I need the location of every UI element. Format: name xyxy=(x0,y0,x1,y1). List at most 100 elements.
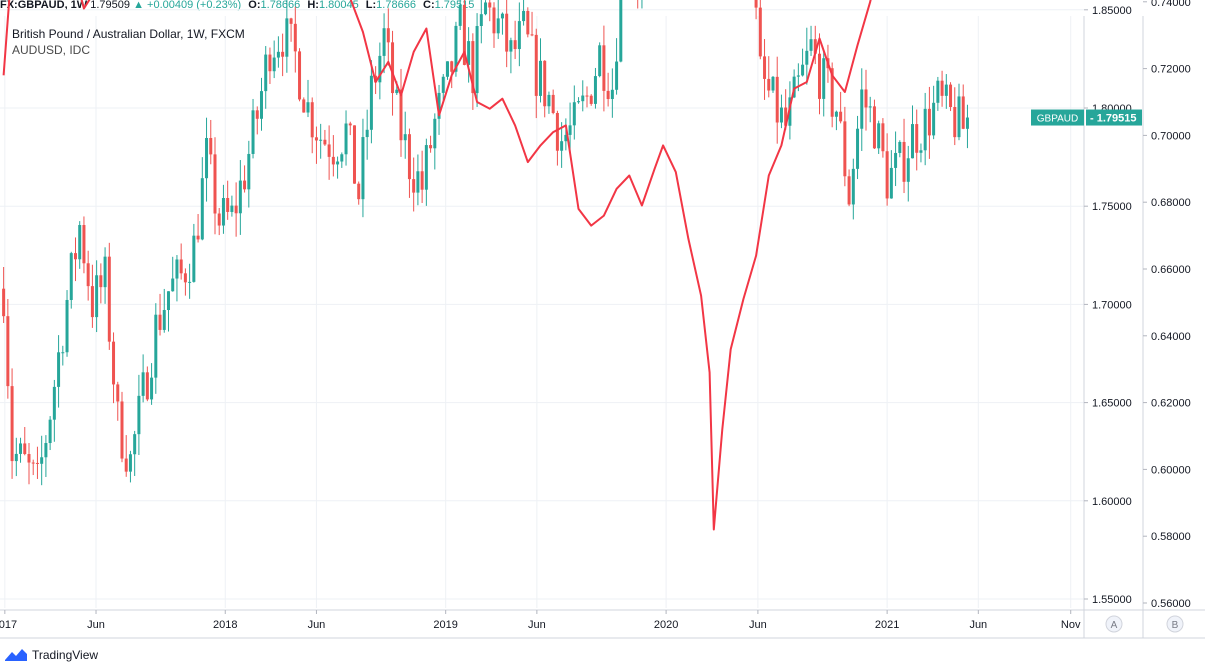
candle-up xyxy=(78,225,82,260)
candle-up xyxy=(500,13,504,19)
candle-up xyxy=(344,123,348,155)
candle-up xyxy=(238,180,242,214)
candle-up xyxy=(923,108,927,151)
change-up-icon: ▲ xyxy=(133,0,144,11)
candle-down xyxy=(391,42,395,94)
main-series-legend[interactable]: British Pound / Australian Dollar, 1W, F… xyxy=(12,27,245,41)
axis-auto-button-circle[interactable] xyxy=(1105,615,1123,633)
compare-series-legend[interactable]: AUDUSD, IDC xyxy=(12,43,91,57)
candle-up xyxy=(919,150,923,153)
candle-down xyxy=(331,156,335,165)
candle-up xyxy=(48,419,52,444)
candle-up xyxy=(615,61,619,90)
candle-down xyxy=(327,144,331,157)
candle-up xyxy=(581,95,585,102)
candle-up xyxy=(150,377,154,400)
candle-down xyxy=(961,96,965,129)
candle-down xyxy=(530,34,534,36)
candle-up xyxy=(619,0,623,62)
candle-up xyxy=(894,152,898,168)
candle-down xyxy=(513,40,517,50)
candle-down xyxy=(158,314,162,330)
candle-up xyxy=(378,55,382,83)
candle-up xyxy=(61,352,65,354)
candle-down xyxy=(23,443,27,455)
axis-b-button-circle[interactable] xyxy=(1166,615,1184,633)
candle-down xyxy=(429,145,433,149)
candle-down xyxy=(27,454,31,463)
chart-legend: British Pound / Australian Dollar, 1W, F… xyxy=(12,26,245,58)
candle-down xyxy=(213,154,217,214)
candle-down xyxy=(99,275,103,288)
candle-up xyxy=(175,259,179,279)
left-axis-tick-label: 1.75000 xyxy=(1092,201,1132,213)
candle-up xyxy=(538,60,542,96)
candle-down xyxy=(817,53,821,99)
candle-up xyxy=(479,14,483,27)
candle-up xyxy=(171,278,175,292)
axis-auto-button[interactable]: A xyxy=(1111,620,1118,631)
candle-up xyxy=(598,45,602,77)
gbpaud-price-label: - 1.79515 xyxy=(1090,113,1136,125)
candle-up xyxy=(433,118,437,149)
left-axis-tick-label: 1.70000 xyxy=(1092,299,1132,311)
candle-up xyxy=(851,168,855,205)
candle-down xyxy=(348,123,352,126)
symbol-name[interactable]: FX:GBPAUD, 1W xyxy=(0,0,88,11)
time-axis-tick-label: 2017 xyxy=(0,619,17,631)
right-axis-tick-label: 0.64000 xyxy=(1151,331,1191,343)
candle-down xyxy=(602,45,606,91)
axis-b-button[interactable]: B xyxy=(1172,620,1179,631)
right-axis-tick-label: 0.66000 xyxy=(1151,264,1191,276)
candle-down xyxy=(902,141,906,182)
candle-down xyxy=(31,462,35,464)
candle-up xyxy=(445,61,449,77)
candle-down xyxy=(555,112,559,151)
candle-up xyxy=(141,372,145,396)
candle-down xyxy=(183,273,187,283)
time-axis-tick-label: Jun xyxy=(528,619,546,631)
candle-up xyxy=(65,299,69,353)
candle-down xyxy=(450,61,454,72)
low-label: L: xyxy=(365,0,377,11)
candle-up xyxy=(458,4,462,26)
candle-down xyxy=(357,183,361,200)
left-axis-tick-label: 1.85000 xyxy=(1092,5,1132,17)
candle-up xyxy=(247,153,251,190)
candle-up xyxy=(395,89,399,94)
candle-down xyxy=(86,263,90,287)
time-axis-tick-label: Nov xyxy=(1061,619,1081,631)
candle-up xyxy=(610,89,614,100)
candle-up xyxy=(572,102,576,126)
candle-up xyxy=(19,443,23,454)
right-axis-tick-label: 0.74000 xyxy=(1151,0,1191,9)
candle-up xyxy=(424,145,428,190)
candle-down xyxy=(386,28,390,43)
candle-down xyxy=(589,95,593,104)
candle-up xyxy=(205,137,209,179)
close-label: C: xyxy=(423,0,435,11)
candle-up xyxy=(547,94,551,107)
candle-up xyxy=(44,443,48,458)
candle-down xyxy=(289,18,293,24)
candle-up xyxy=(272,57,276,72)
candle-up xyxy=(454,25,458,72)
tradingview-brand[interactable]: TradingView xyxy=(4,648,98,662)
candle-down xyxy=(784,107,788,126)
candle-down xyxy=(145,372,149,400)
right-axis-tick-label: 0.58000 xyxy=(1151,531,1191,543)
candle-up xyxy=(568,125,572,135)
candle-up xyxy=(577,101,581,103)
time-axis-tick-label: 2021 xyxy=(875,619,899,631)
candle-up xyxy=(200,178,204,240)
candle-down xyxy=(881,123,885,152)
candle-up xyxy=(467,41,471,65)
candle-up xyxy=(230,205,234,212)
audusd-line[interactable] xyxy=(2,0,968,531)
candle-up xyxy=(416,171,420,193)
time-axis-tick-label: Jun xyxy=(969,619,987,631)
candle-down xyxy=(606,90,610,100)
candle-down xyxy=(526,10,530,35)
candle-up xyxy=(162,310,166,330)
